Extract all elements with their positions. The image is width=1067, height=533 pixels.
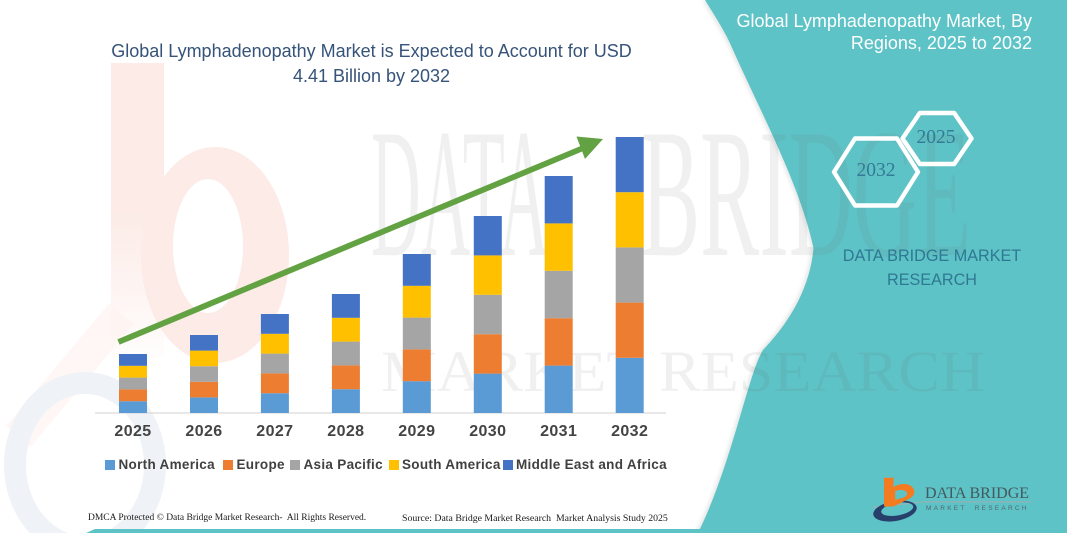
svg-text:MARKET RESEARCH: MARKET RESEARCH [381,339,985,404]
svg-text:DATA: DATA [371,91,549,295]
svg-text:BRIDGE: BRIDGE [641,91,971,295]
